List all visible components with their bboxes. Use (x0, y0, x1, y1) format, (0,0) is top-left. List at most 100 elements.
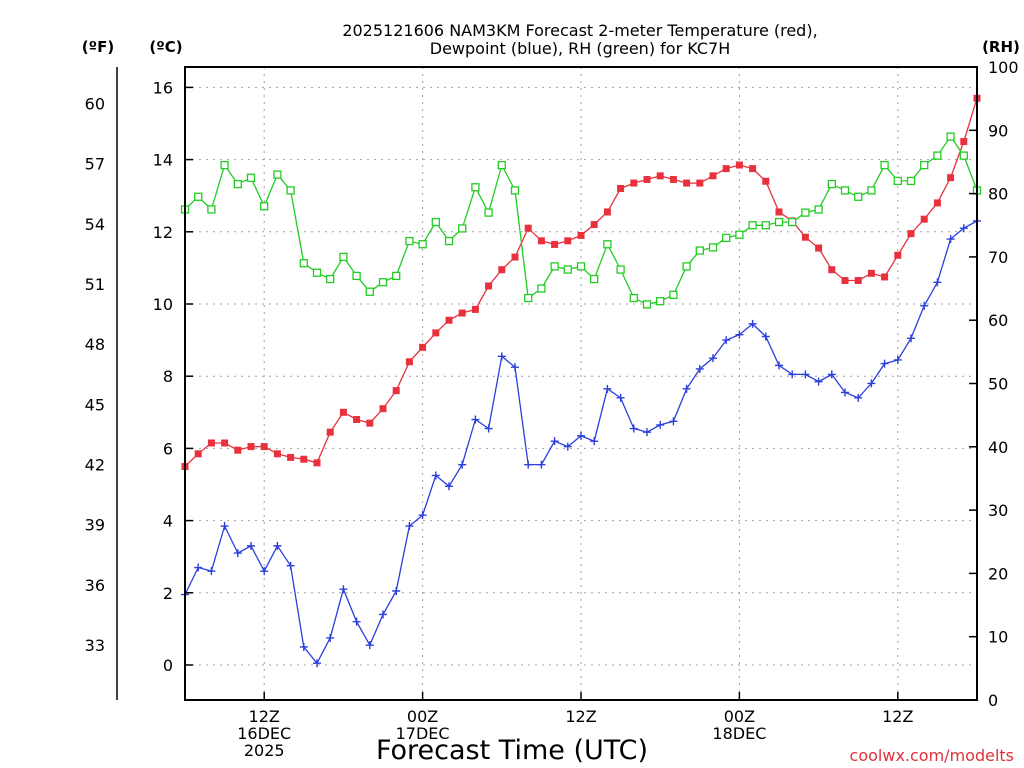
rh-point (616, 265, 625, 274)
rh-tick-label: 70 (988, 248, 1008, 267)
temperature-point (683, 179, 691, 187)
rh-point (392, 271, 401, 281)
temperature-point (353, 416, 361, 424)
celsius-tick-label: 10 (153, 295, 173, 314)
rh-point (669, 290, 678, 300)
temperature-point (300, 455, 308, 463)
temperature-point (247, 443, 255, 451)
rh-point (378, 278, 388, 287)
dewpoint-point (563, 442, 572, 451)
dewpoint-point (603, 384, 612, 393)
temperature-point (894, 251, 902, 259)
dewpoint-point (550, 437, 559, 446)
dewpoint-point (946, 235, 955, 244)
temperature-point (379, 405, 387, 413)
dewpoint-point (761, 332, 770, 341)
rh-point (444, 236, 454, 246)
rh-point (814, 205, 823, 214)
dewpoint-point (880, 359, 889, 368)
dewpoint-point (194, 563, 203, 572)
rh-point (510, 186, 520, 195)
celsius-unit-label: (ºC) (149, 38, 182, 56)
dewpoint-point (656, 420, 665, 429)
rh-point (299, 259, 308, 268)
x-tick-label: 00Z (724, 707, 755, 726)
rh-point (431, 217, 440, 227)
temperature-point (815, 244, 823, 252)
dewpoint-point (260, 567, 269, 576)
dewpoint-point (207, 567, 216, 576)
temperature-point (537, 237, 545, 245)
rh-point (933, 151, 942, 160)
temperature-point (498, 266, 506, 274)
temperature-point (458, 309, 466, 317)
dewpoint-point (418, 511, 427, 520)
temperature-point (564, 237, 572, 245)
rh-point (576, 262, 586, 271)
rh-point (748, 221, 757, 230)
dewpoint-point (735, 330, 744, 339)
rh-point (682, 262, 691, 271)
x-tick-label: 18DEC (712, 724, 766, 743)
temperature-point (775, 208, 783, 216)
temperature-point (392, 387, 400, 395)
rh-tick-label: 10 (988, 628, 1008, 647)
temperature-point (603, 208, 611, 216)
dewpoint-point (247, 541, 255, 550)
temperature-point (551, 240, 559, 248)
rh-point (537, 284, 546, 293)
celsius-tick-label: 4 (163, 512, 173, 531)
temperature-point (881, 273, 889, 281)
rh-tick-label: 30 (988, 501, 1008, 520)
temperature-point (287, 453, 295, 461)
rh-point (629, 293, 638, 303)
temperature-point (260, 443, 268, 451)
dewpoint-point (669, 417, 678, 426)
fahrenheit-tick-label: 57 (85, 155, 105, 174)
rh-point (603, 240, 612, 249)
dewpoint-point (814, 377, 823, 386)
celsius-tick-label: 0 (163, 656, 173, 675)
dewpoint-point (273, 541, 282, 550)
rh-point (233, 179, 242, 189)
dewpoint-point (920, 301, 929, 310)
dewpoint-point (445, 482, 453, 491)
rh-tick-label: 90 (988, 121, 1008, 140)
temperature-point (366, 419, 374, 427)
rh-tick-label: 40 (988, 438, 1008, 457)
dewpoint-point (511, 363, 519, 372)
dewpoint-point (722, 336, 731, 345)
rh-point (801, 208, 810, 217)
temperature-point (590, 221, 598, 229)
dewpoint-point (233, 549, 242, 558)
temperature-point (960, 138, 968, 146)
dewpoint-point (854, 393, 863, 402)
temperature-point (709, 172, 717, 180)
rh-point (458, 224, 467, 233)
temperature-point (405, 358, 413, 366)
temperature-point (643, 175, 651, 183)
dewpoint-point (524, 460, 533, 469)
temperature-point (854, 277, 862, 285)
temperature-point (762, 177, 770, 185)
x-tick-label: 12Z (882, 707, 913, 726)
fahrenheit-tick-label: 45 (85, 395, 105, 414)
temperature-point (735, 161, 743, 169)
rh-point (326, 274, 335, 284)
axis-ticks: 0 2 4 6 8 10 12 14 16 33 36 39 42 45 48 51 54 57 60 0 10 20 30… (85, 58, 1019, 760)
temperature-point (234, 446, 242, 454)
rh-point (840, 186, 850, 195)
temperature-point (326, 428, 334, 436)
temperature-point (617, 184, 625, 192)
rh-point (946, 132, 955, 141)
temperature-point (630, 179, 638, 187)
dewpoint-point (577, 431, 585, 440)
dewpoint-point (867, 379, 876, 388)
temperature-point (511, 253, 519, 261)
rh-point (339, 252, 348, 262)
dewpoint-point (709, 354, 717, 363)
fahrenheit-tick-label: 42 (85, 455, 105, 474)
rh-point (246, 173, 256, 182)
dewpoint-point (313, 659, 321, 668)
